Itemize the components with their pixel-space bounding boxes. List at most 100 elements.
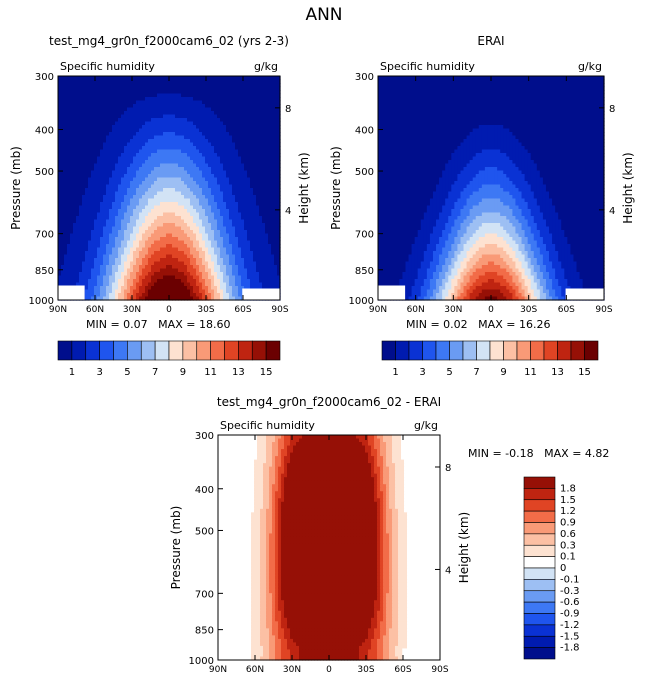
x-tick-label: 90N [209, 665, 227, 675]
colorbar-swatch [523, 476, 556, 489]
min-max-readout: MIN = -0.18 MAX = 4.82 [468, 447, 609, 460]
colorbar-swatch [154, 340, 170, 361]
colorbar-swatch [127, 340, 142, 361]
min-value: -0.18 [502, 447, 534, 460]
colorbar-label: -0.3 [560, 586, 580, 597]
colorbar-label: 1.5 [560, 495, 576, 506]
y-tick-label: 500 [355, 167, 374, 178]
missing-data-north [58, 285, 85, 300]
y-axis-title: Pressure (mb) [329, 146, 343, 230]
colorbar-swatch [449, 340, 464, 361]
y-tick-label: 700 [35, 230, 54, 241]
colorbar-swatch [476, 340, 491, 361]
x-tick-label: 90S [271, 305, 288, 315]
colorbar-swatch [435, 340, 450, 361]
colorbar-swatch [523, 601, 556, 614]
colorbar-swatch [251, 340, 267, 361]
min-label: MIN = [86, 318, 120, 331]
colorbar-label: 1.2 [560, 506, 576, 517]
colorbar: 1 3 5 7 9 11 13 15 [381, 340, 599, 378]
x-tick-label: 30S [520, 305, 537, 315]
y-tick-label: 300 [35, 72, 54, 83]
colorbar-label: 0.9 [560, 518, 576, 529]
colorbar-label: 15 [578, 367, 591, 378]
contour-field [58, 76, 281, 301]
x-tick-label: 90S [595, 305, 612, 315]
contour-field [218, 435, 441, 661]
y-right-axis-title: Height (km) [457, 512, 471, 583]
missing-data-south [242, 288, 280, 300]
colorbar-swatch [523, 510, 556, 523]
x-tick-label: 30S [197, 305, 214, 315]
y-tick-label: 500 [35, 167, 54, 178]
panel-title: test_mg4_gr0n_f2000cam6_02 (yrs 2-3) [49, 34, 289, 48]
colorbar-swatch [71, 340, 87, 361]
colorbar-swatch [523, 567, 556, 580]
y-right-tick-label: 8 [445, 463, 451, 474]
colorbar-swatch [543, 340, 558, 361]
colorbar-swatch [489, 340, 504, 361]
missing-data-south [565, 288, 604, 300]
y-tick-label: 850 [195, 626, 214, 637]
y-axis-title: Pressure (mb) [9, 146, 23, 230]
colorbar-label: 9 [180, 367, 186, 378]
colorbar-label: 11 [204, 367, 217, 378]
missing-data-north [378, 285, 406, 300]
colorbar-label: 15 [260, 367, 273, 378]
y-tick-label: 700 [355, 230, 374, 241]
colorbar-swatch [523, 522, 556, 535]
y-tick-label: 1000 [189, 656, 214, 667]
figure-title: ANN [305, 5, 342, 25]
colorbar-label: 0.3 [560, 540, 576, 551]
y-right-tick-label: 4 [285, 206, 291, 217]
colorbar-swatch [523, 556, 556, 569]
colorbar-swatch [265, 340, 281, 361]
y-tick-label: 300 [355, 72, 374, 83]
y-right-tick-label: 4 [445, 565, 451, 576]
x-tick-label: 60N [246, 665, 264, 675]
colorbar-swatch [516, 340, 531, 361]
missing-data-south [402, 648, 440, 660]
y-tick-label: 300 [195, 431, 214, 442]
colorbar-label: 11 [524, 367, 537, 378]
colorbar-swatch [523, 635, 556, 648]
x-tick-label: 0 [166, 305, 172, 315]
y-tick-label: 400 [355, 126, 374, 137]
colorbar-swatch [57, 340, 73, 361]
colorbar-swatch [523, 544, 556, 557]
y-right-tick-label: 8 [285, 104, 291, 115]
x-tick-label: 90N [369, 305, 387, 315]
x-tick-label: 60N [86, 305, 104, 315]
colorbar-swatch [210, 340, 225, 361]
colorbar-swatch [140, 340, 156, 361]
x-tick-label: 60S [234, 305, 251, 315]
colorbar-swatch [523, 624, 556, 637]
colorbar-label: 5 [446, 367, 452, 378]
min-max-readout: MIN = 0.07 MAX = 18.60 [86, 318, 230, 331]
y-tick-label: 850 [355, 266, 374, 277]
colorbar-swatch [408, 340, 423, 361]
missing-data-north [218, 645, 245, 660]
colorbar-swatch [85, 340, 100, 361]
x-tick-label: 30N [444, 305, 462, 315]
min-label: MIN = [406, 318, 440, 331]
field-name-label: Specific humidity [220, 419, 315, 432]
colorbar-label: 7 [473, 367, 479, 378]
colorbar-label: -1.5 [560, 631, 580, 642]
colorbar-swatch [523, 488, 556, 501]
units-label: g/kg [254, 60, 278, 73]
colorbar-label: 1 [69, 367, 75, 378]
max-label: MAX = [468, 318, 516, 331]
colorbar-swatch [381, 340, 396, 361]
field-name-label: Specific humidity [60, 60, 155, 73]
min-max-readout: MIN = 0.02 MAX = 16.26 [406, 318, 550, 331]
colorbar-label: 9 [500, 367, 506, 378]
colorbar-label: 5 [124, 367, 130, 378]
x-tick-label: 30S [357, 665, 374, 675]
colorbar-swatch [523, 499, 556, 512]
colorbar-swatch [523, 579, 556, 592]
colorbar-swatch [570, 340, 585, 361]
colorbar-label: 1 [392, 367, 398, 378]
